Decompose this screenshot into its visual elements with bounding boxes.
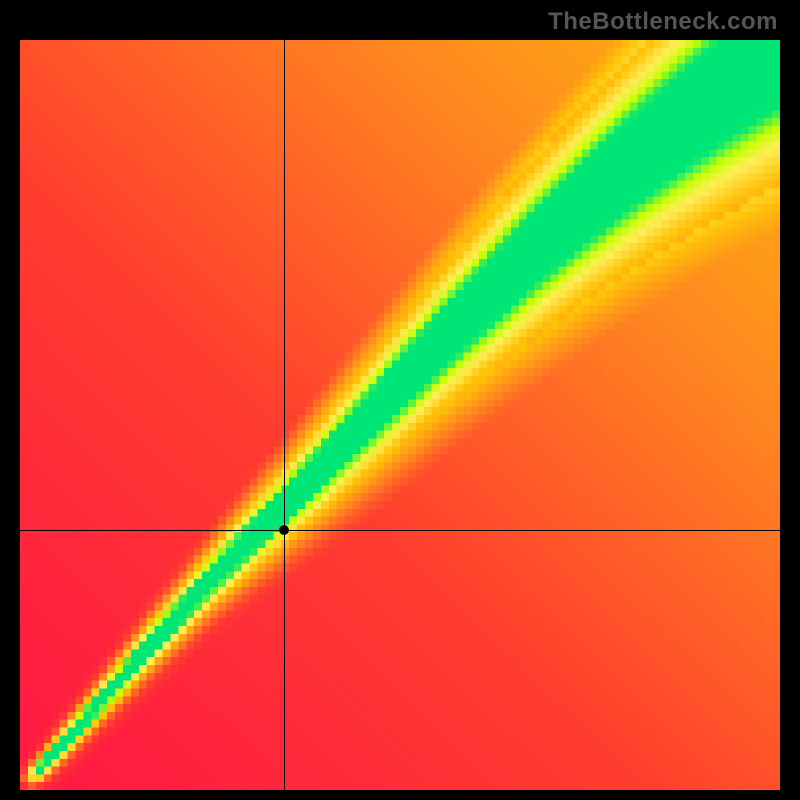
watermark-text: TheBottleneck.com bbox=[548, 8, 778, 36]
heatmap-canvas bbox=[20, 40, 780, 790]
crosshair-marker-dot bbox=[279, 525, 289, 535]
heatmap-plot-area bbox=[20, 40, 780, 790]
crosshair-vertical bbox=[284, 40, 285, 790]
crosshair-horizontal bbox=[20, 530, 780, 531]
